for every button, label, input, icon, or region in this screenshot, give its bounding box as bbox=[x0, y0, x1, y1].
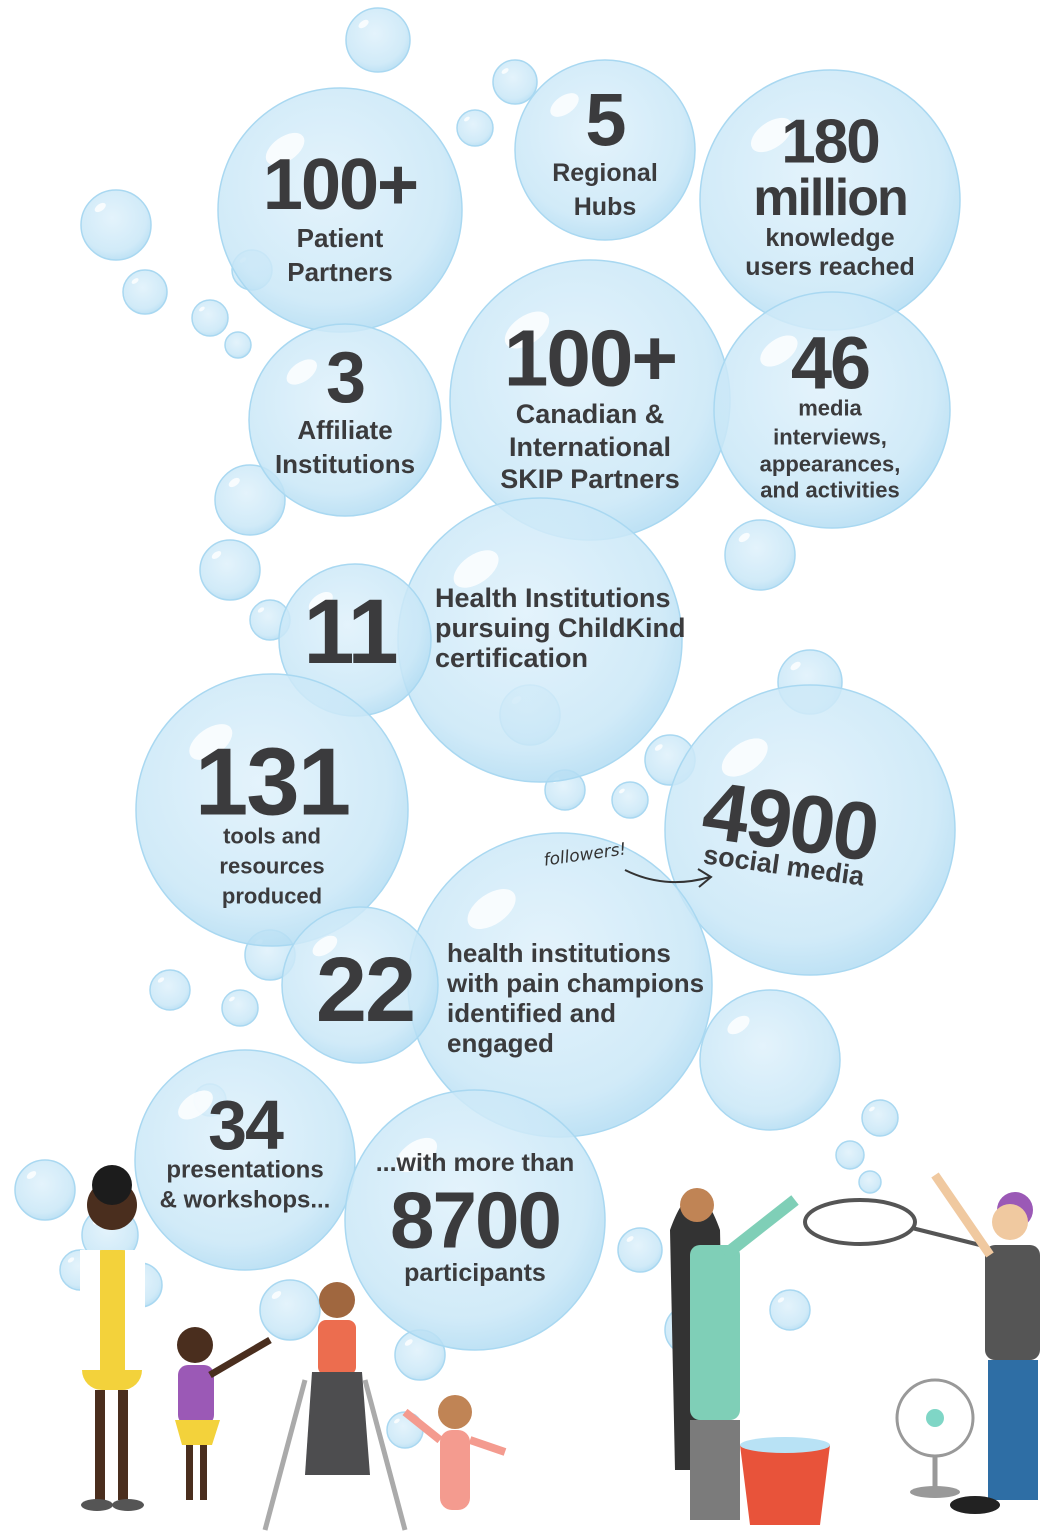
bubble-wand bbox=[805, 1200, 915, 1244]
stat-label: engaged bbox=[447, 1028, 554, 1058]
stat-label: Institutions bbox=[275, 449, 415, 479]
stat-label: knowledge bbox=[765, 224, 894, 252]
stat-label: health institutions bbox=[447, 938, 671, 968]
stat-intro: ...with more than bbox=[376, 1149, 575, 1177]
person bbox=[935, 1175, 1040, 1514]
stat-number: 100+ bbox=[263, 145, 417, 225]
bubble bbox=[222, 990, 258, 1026]
stat-label: Patient bbox=[297, 223, 384, 253]
stat-number: 131 bbox=[195, 729, 349, 836]
bubble bbox=[770, 1290, 810, 1330]
stat-number: 22 bbox=[316, 939, 414, 1041]
stat-label: Partners bbox=[287, 257, 393, 287]
stat-number: 11 bbox=[303, 581, 396, 683]
bubble bbox=[346, 8, 410, 72]
bubble bbox=[700, 990, 840, 1130]
bubble bbox=[15, 1160, 75, 1220]
bubble bbox=[493, 60, 537, 104]
stat-label: presentations bbox=[166, 1157, 323, 1184]
bubble bbox=[150, 970, 190, 1010]
bubble bbox=[260, 1280, 320, 1340]
stat-label: Hubs bbox=[574, 193, 637, 221]
bubble bbox=[612, 782, 648, 818]
stat-number: 100+ bbox=[504, 314, 676, 403]
stat-number: 46 bbox=[791, 322, 869, 405]
stat-label: interviews, bbox=[773, 425, 887, 450]
stat-number: 5 bbox=[585, 79, 625, 162]
stat-label: produced bbox=[222, 884, 322, 909]
stat-label: Affiliate bbox=[297, 415, 392, 445]
person bbox=[405, 1395, 505, 1510]
stat-number: 34 bbox=[208, 1086, 284, 1164]
stat-label: Canadian & bbox=[516, 399, 665, 429]
stat-number: 8700 bbox=[390, 1176, 560, 1265]
stat-label: users reached bbox=[745, 253, 915, 281]
stat-label: pursuing ChildKind bbox=[435, 613, 685, 643]
stat-label: International bbox=[509, 432, 671, 462]
stat-label: participants bbox=[404, 1259, 546, 1287]
stat-label: media bbox=[798, 396, 862, 421]
stat-label: identified and bbox=[447, 998, 616, 1028]
stat-label: Health Institutions bbox=[435, 583, 671, 613]
stat-label: certification bbox=[435, 643, 588, 673]
stat-label: & workshops... bbox=[160, 1187, 331, 1214]
person bbox=[670, 1188, 830, 1525]
stat-number: 3 bbox=[326, 338, 364, 418]
bubble bbox=[225, 332, 251, 358]
bubble bbox=[192, 300, 228, 336]
stat-label: and activities bbox=[760, 478, 899, 503]
bubble bbox=[836, 1141, 864, 1169]
stat-unit: million bbox=[753, 169, 907, 227]
stat-number: 180 bbox=[781, 108, 878, 177]
bubble bbox=[123, 270, 167, 314]
stat-label: appearances, bbox=[760, 452, 901, 477]
page: {"stats": [ {"number": "100+", "lines": … bbox=[0, 0, 1040, 1539]
bubble bbox=[457, 110, 493, 146]
stat-label: resources bbox=[219, 854, 324, 879]
bubble bbox=[618, 1228, 662, 1272]
bubble bbox=[859, 1171, 881, 1193]
stat-label: SKIP Partners bbox=[500, 464, 680, 494]
bubble bbox=[725, 520, 795, 590]
person bbox=[175, 1327, 270, 1500]
bubble bbox=[200, 540, 260, 600]
infographic: 100+PatientPartners5RegionalHubs180milli… bbox=[0, 0, 1040, 1539]
fan bbox=[897, 1380, 973, 1498]
stat-label: with pain champions bbox=[446, 968, 704, 998]
stat-label: tools and bbox=[223, 824, 321, 849]
bubble bbox=[862, 1100, 898, 1136]
bubble bbox=[81, 190, 151, 260]
stat-label: Regional bbox=[552, 159, 658, 187]
